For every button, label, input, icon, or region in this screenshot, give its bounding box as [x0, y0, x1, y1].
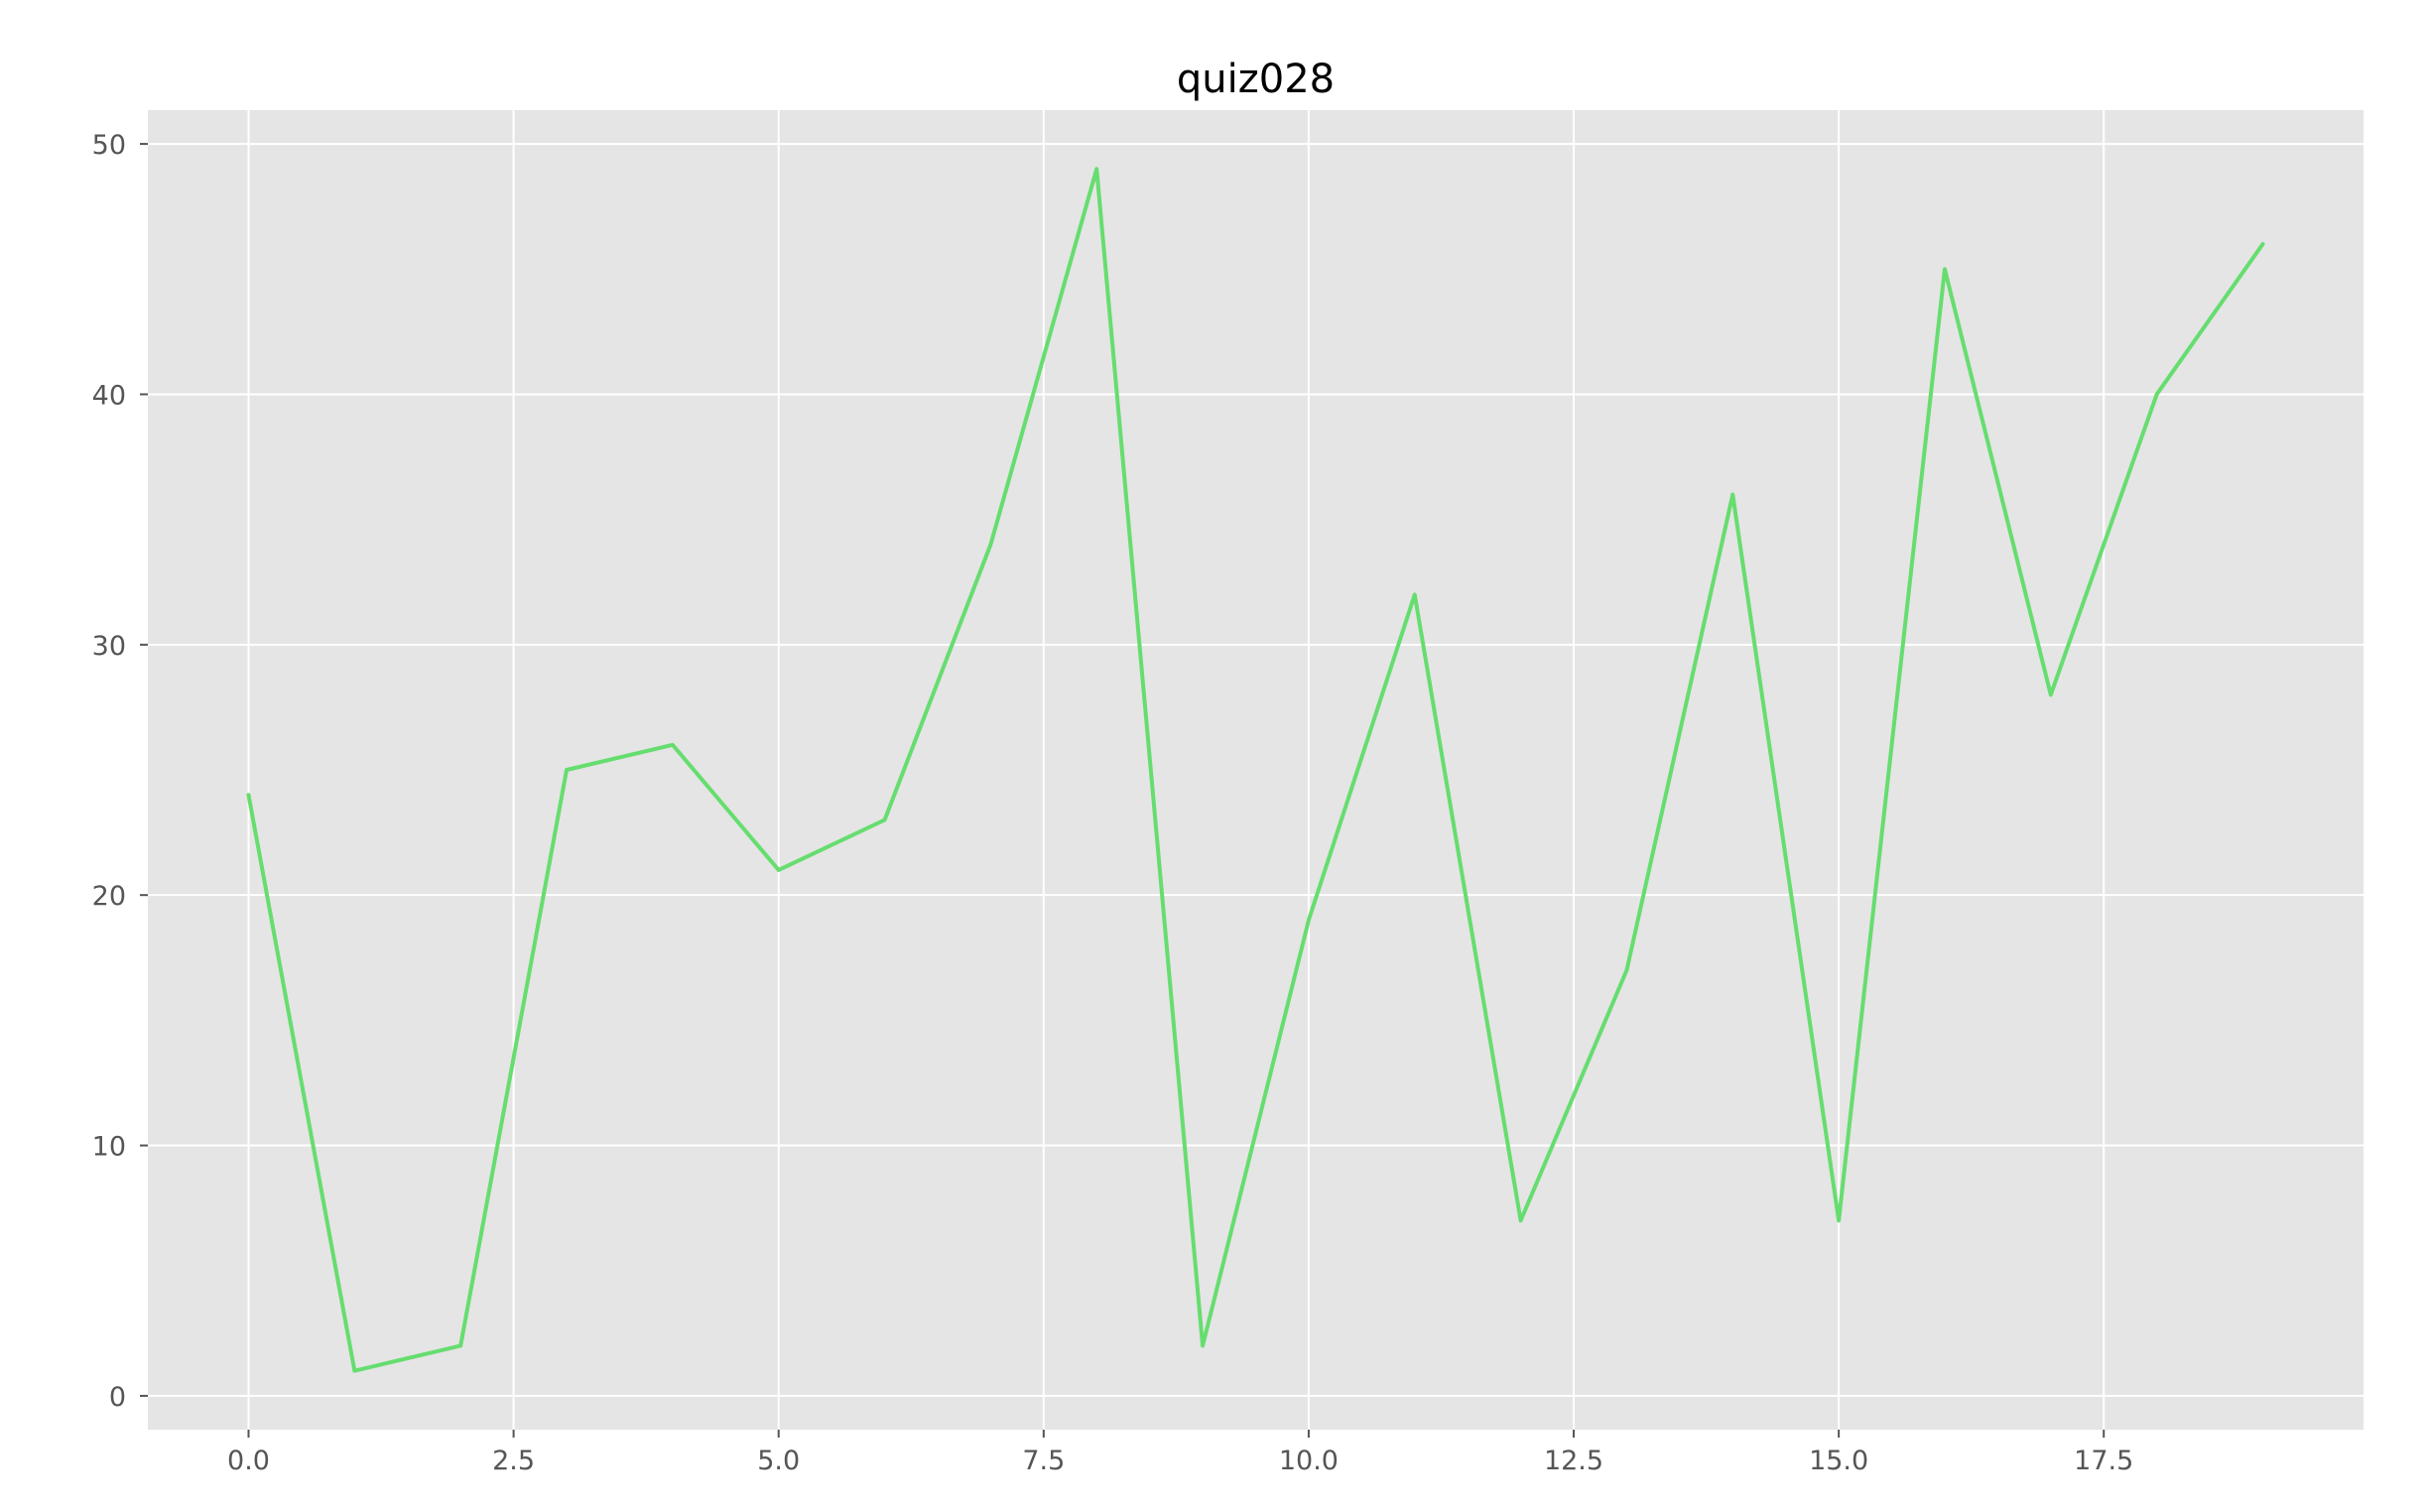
data-point: [1942, 266, 1948, 272]
data-point: [1412, 591, 1418, 597]
data-point: [2154, 391, 2160, 397]
y-tick-label: 30: [92, 631, 126, 662]
data-point: [1518, 1217, 1524, 1223]
data-point: [987, 542, 993, 548]
y-tick-label: 20: [92, 881, 126, 912]
plot-background: [148, 110, 2363, 1430]
x-tick-label: 17.5: [2074, 1446, 2133, 1476]
data-point: [1623, 967, 1629, 973]
data-point: [2260, 241, 2266, 247]
series-0: [246, 166, 2266, 1374]
y-tick-label: 40: [92, 380, 126, 411]
data-point: [1729, 491, 1735, 497]
data-point: [246, 792, 252, 798]
x-tick-label: 10.0: [1279, 1446, 1339, 1476]
x-tick-label: 5.0: [757, 1446, 800, 1476]
data-point: [1306, 917, 1312, 923]
x-tick-label: 0.0: [227, 1446, 270, 1476]
data-point: [776, 867, 782, 873]
x-tick-label: 12.5: [1544, 1446, 1603, 1476]
x-axis-ticks: 0.0 2.5 5.0 7.5 10.0 12.5 15.0 17.5: [227, 1430, 2133, 1476]
x-tick-label: 2.5: [492, 1446, 535, 1476]
data-point: [351, 1368, 357, 1374]
data-point: [1200, 1342, 1206, 1348]
y-tick-label: 10: [92, 1132, 126, 1163]
data-point: [2048, 692, 2054, 697]
x-tick-label: 15.0: [1809, 1446, 1868, 1476]
data-point: [457, 1342, 463, 1348]
chart-title: quiz028: [1177, 57, 1335, 102]
series-line: [246, 167, 2265, 1373]
y-axis-ticks: 0 10 20 30 40 50: [92, 130, 148, 1413]
data-point: [1093, 166, 1099, 172]
y-tick-label: 50: [92, 130, 126, 161]
grid-lines: [148, 110, 2363, 1430]
y-tick-label: 0: [109, 1382, 126, 1413]
x-tick-label: 7.5: [1022, 1446, 1065, 1476]
data-point: [564, 767, 570, 773]
data-point: [882, 817, 888, 822]
data-point: [670, 742, 676, 748]
data-point: [1836, 1217, 1842, 1223]
series-layer: [246, 166, 2266, 1374]
